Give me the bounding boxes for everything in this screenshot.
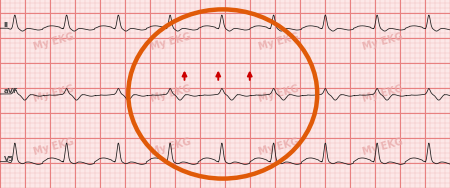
Text: My EKG: My EKG [150, 84, 192, 104]
Text: My EKG: My EKG [150, 136, 192, 157]
Text: My EKG: My EKG [361, 31, 404, 52]
Text: My EKG: My EKG [258, 136, 300, 157]
Text: My EKG: My EKG [258, 31, 300, 52]
Text: My EKG: My EKG [258, 84, 300, 104]
Text: My EKG: My EKG [33, 84, 75, 104]
Text: aVF: aVF [4, 88, 18, 94]
Text: My EKG: My EKG [33, 136, 75, 157]
Text: My EKG: My EKG [150, 31, 192, 52]
Text: V5: V5 [4, 156, 13, 162]
Text: My EKG: My EKG [361, 136, 404, 157]
Text: My EKG: My EKG [33, 31, 75, 52]
Text: My EKG: My EKG [361, 84, 404, 104]
Text: II: II [4, 22, 9, 28]
